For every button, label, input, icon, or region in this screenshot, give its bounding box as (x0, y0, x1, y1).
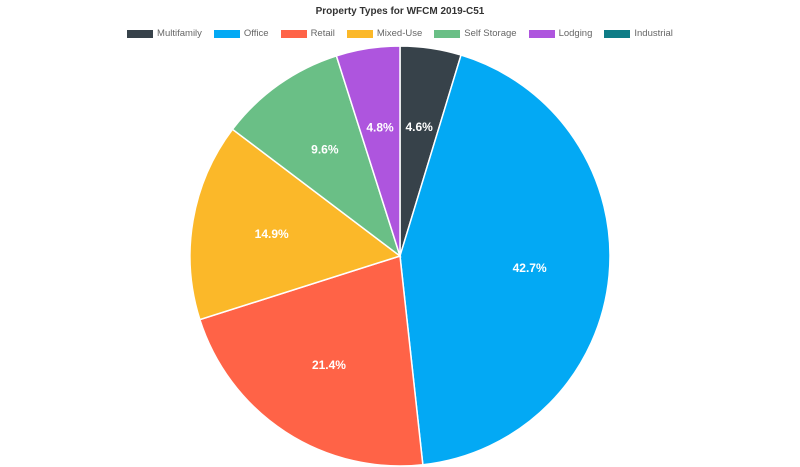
legend-item-lodging[interactable]: Lodging (528, 28, 593, 39)
slice-label-lodging: 4.8% (366, 120, 394, 134)
legend-swatch (127, 29, 154, 38)
legend-item-self-storage[interactable]: Self Storage (434, 28, 517, 39)
legend-label: Lodging (558, 28, 593, 39)
legend-label: Multifamily (157, 28, 202, 39)
chart-legend: Multifamily Office Retail Mixed-Use Self… (0, 28, 800, 39)
legend-label: Office (243, 28, 269, 39)
legend-swatch (528, 29, 555, 38)
legend-label: Mixed-Use (376, 28, 423, 39)
chart-title: Property Types for WFCM 2019-C51 (315, 6, 485, 17)
slice-label-mixed-use: 14.9% (255, 227, 289, 241)
pie-slice-lodging[interactable] (335, 45, 401, 257)
legend-label: Retail (310, 28, 335, 39)
slice-label-retail: 21.4% (312, 358, 346, 372)
legend-item-office[interactable]: Office (213, 28, 269, 39)
slice-label-self-storage: 9.6% (311, 143, 339, 157)
legend-item-retail[interactable]: Retail (280, 28, 335, 39)
slice-label-office: 42.7% (513, 261, 547, 275)
legend-item-industrial[interactable]: Industrial (604, 28, 673, 39)
legend-swatch (346, 29, 373, 38)
pie-slice-self-storage[interactable] (231, 54, 402, 259)
slice-label-multifamily: 4.6% (405, 120, 433, 134)
pie-slice-retail[interactable] (198, 255, 424, 467)
legend-label: Industrial (634, 28, 673, 39)
legend-item-multifamily[interactable]: Multifamily (127, 28, 202, 39)
legend-swatch (604, 29, 631, 38)
legend-item-mixed-use[interactable]: Mixed-Use (346, 28, 423, 39)
legend-swatch (434, 29, 461, 38)
pie-slice-office[interactable] (399, 54, 611, 466)
legend-label: Self Storage (464, 28, 517, 39)
legend-swatch (213, 29, 240, 38)
pie-slice-mixed-use[interactable] (189, 128, 402, 321)
legend-swatch (280, 29, 307, 38)
